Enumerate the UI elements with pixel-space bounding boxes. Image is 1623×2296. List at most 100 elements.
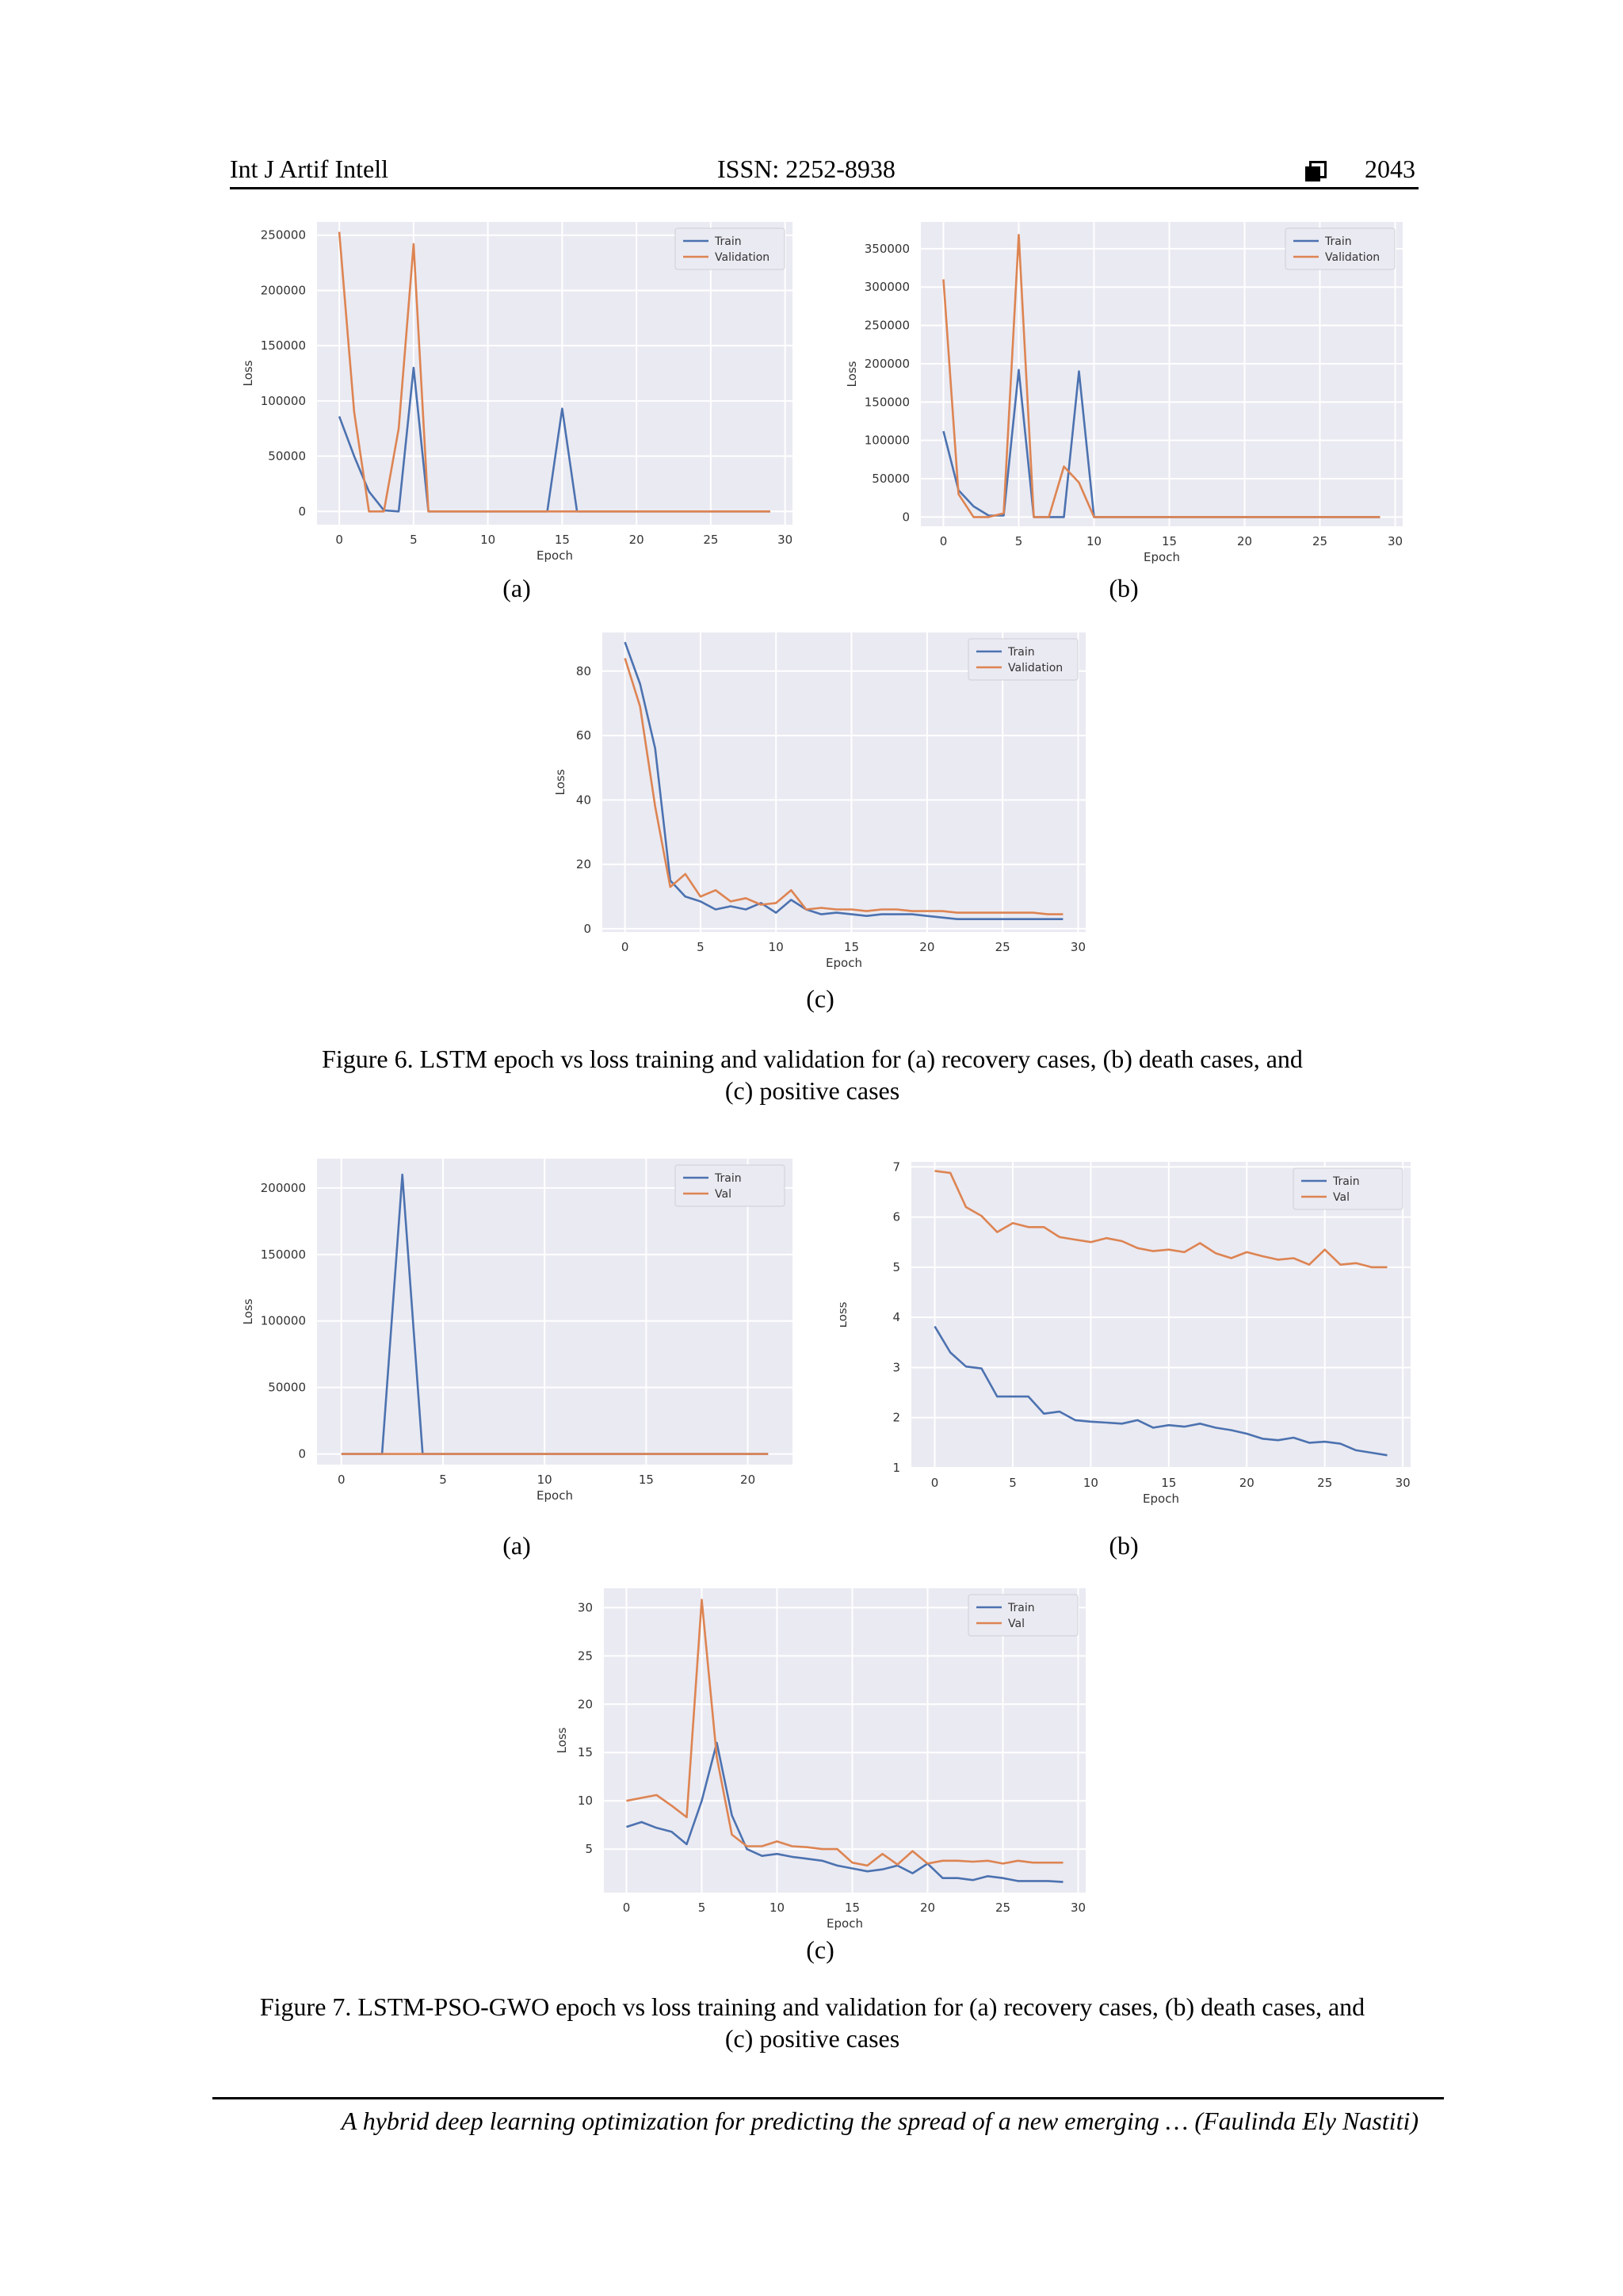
chart-fig7a: 0 5 10 15 20 0 50000 100000 150000 200000 Epoch Los… [238, 1159, 800, 1523]
footer-rule [212, 2097, 1444, 2099]
legend-box [674, 1164, 785, 1207]
series-line-train [934, 1325, 1388, 1457]
chart-fig6c: 0 5 10 15 20 25 30 0 20 40 60 80 Epoch Loss Train Valid… [555, 628, 1086, 976]
y-tick-label: 7 [892, 1162, 900, 1174]
plot-area [317, 1159, 792, 1465]
fig7-label-c: (c) [806, 1935, 834, 1964]
figure7-caption: Figure 7. LSTM-PSO-GWO epoch vs loss tra… [222, 1991, 1403, 2054]
figure6-caption: Figure 6. LSTM epoch vs loss training an… [222, 1043, 1403, 1106]
y-tick-label: 250000 [865, 319, 910, 333]
legend-box [1285, 227, 1396, 270]
x-tick-label: 30 [1396, 1476, 1411, 1490]
legend-box [674, 227, 785, 270]
x-tick-label: 5 [1015, 534, 1023, 548]
legend: Train Val [1293, 1167, 1403, 1210]
x-tick-label: 5 [410, 533, 418, 547]
fig6-label-a: (a) [502, 574, 531, 602]
chart-svg: 0 5 10 15 20 25 30 5 10 15 20 25 30 Epoch Loss Train Val [555, 1588, 1086, 1931]
figure7-caption-line2: (c) positive cases [724, 2024, 900, 2053]
legend-label: Validation [1008, 662, 1063, 674]
x-tick-label: 0 [940, 534, 948, 548]
y-tick-label: 100000 [865, 434, 910, 448]
running-footer: A hybrid deep learning optimization for … [341, 2107, 1419, 2135]
y-tick-label: 200000 [261, 1181, 306, 1195]
figure6-caption-line2: (c) positive cases [724, 1076, 900, 1105]
header-rule [230, 187, 1419, 189]
y-tick-label: 150000 [865, 395, 910, 409]
x-tick-label: 10 [769, 1901, 785, 1915]
x-tick-label: 10 [769, 940, 784, 954]
chart-svg: 0 5 10 15 20 0 50000 100000 150000 200000 Epoch Los… [241, 1159, 792, 1503]
issn: ISSN: 2252-8938 [717, 155, 896, 183]
y-tick-label: 50000 [268, 449, 306, 464]
y-tick-label: 80 [576, 664, 591, 678]
x-tick-label: 0 [623, 1901, 631, 1915]
x-tick-label: 5 [1009, 1476, 1017, 1490]
y-tick-label: 100000 [261, 394, 306, 408]
legend-box [1293, 1167, 1403, 1210]
y-axis-label: Loss [840, 1301, 850, 1328]
x-tick-label: 30 [777, 533, 792, 547]
x-tick-label: 5 [697, 940, 705, 954]
legend-label: Train [714, 235, 742, 248]
y-axis-label: Loss [555, 1727, 569, 1753]
legend-box [968, 638, 1079, 681]
chart-svg: 0 5 10 15 20 25 30 1 2 3 4 5 6 7 Epoch Loss Train Val [840, 1162, 1411, 1506]
chart-fig6a: 0 5 10 15 20 25 30 0 50000 100000 150000 200000 2500… [238, 216, 800, 572]
y-tick-label: 2 [892, 1411, 900, 1425]
legend: Train Validation [968, 638, 1079, 681]
legend-label: Train [1007, 1602, 1035, 1614]
x-tick-label: 20 [629, 533, 644, 547]
x-tick-label: 15 [1161, 1476, 1176, 1490]
y-tick-label: 200000 [865, 357, 910, 371]
y-tick-label: 150000 [261, 338, 306, 353]
y-tick-label: 20 [578, 1697, 593, 1711]
y-tick-label: 0 [583, 922, 591, 936]
y-tick-label: 200000 [261, 283, 306, 297]
legend: Train Val [968, 1594, 1079, 1637]
x-axis-label: Epoch [537, 1488, 573, 1503]
chart-fig7b: 0 5 10 15 20 25 30 1 2 3 4 5 6 7 Epoch Loss Train Val [840, 1162, 1411, 1526]
series-line-validation [942, 234, 1381, 518]
figure7-caption-line1: Figure 7. LSTM-PSO-GWO epoch vs loss tra… [259, 1992, 1365, 2021]
fig6-label-c: (c) [806, 984, 834, 1013]
y-axis-label: Loss [845, 361, 859, 387]
legend-box [968, 1594, 1079, 1637]
legend-label: Validation [1325, 251, 1380, 264]
x-axis-label: Epoch [1144, 550, 1180, 564]
y-tick-label: 3 [892, 1360, 900, 1374]
legend-label: Train [1324, 235, 1352, 248]
y-tick-label: 250000 [261, 228, 306, 243]
y-tick-label: 0 [298, 1447, 306, 1461]
figure6-caption-line1: Figure 6. LSTM epoch vs loss training an… [322, 1045, 1303, 1073]
series-line-validation [338, 231, 770, 513]
y-tick-label: 0 [902, 510, 910, 524]
x-tick-label: 25 [1317, 1476, 1332, 1490]
x-tick-label: 15 [1162, 534, 1177, 548]
y-tick-label: 50000 [872, 472, 910, 486]
x-tick-label: 15 [845, 1901, 860, 1915]
y-tick-label: 4 [892, 1310, 900, 1324]
x-tick-label: 10 [1086, 534, 1102, 548]
journal-name: Int J Artif Intell [230, 155, 388, 183]
y-tick-label: 5 [892, 1260, 900, 1274]
chart-svg: 0 5 10 15 20 25 30 0 50000 100000 150000 200000 2500… [241, 222, 792, 563]
x-tick-label: 0 [621, 940, 629, 954]
x-tick-label: 20 [1237, 534, 1252, 548]
legend: Train Validation [674, 227, 785, 270]
x-axis-label: Epoch [827, 1916, 863, 1931]
square-box-icon [1305, 160, 1327, 181]
x-tick-label: 25 [703, 533, 718, 547]
x-tick-label: 15 [555, 533, 570, 547]
x-tick-label: 15 [639, 1473, 654, 1487]
y-tick-label: 5 [585, 1842, 593, 1856]
legend-label: Val [715, 1188, 731, 1201]
legend: Train Validation [1285, 227, 1396, 270]
y-tick-label: 50000 [268, 1381, 306, 1395]
y-axis-label: Loss [241, 360, 255, 386]
plot-area [602, 632, 1086, 932]
x-tick-label: 5 [439, 1473, 447, 1487]
x-axis-label: Epoch [826, 956, 862, 970]
y-tick-label: 40 [576, 793, 591, 807]
y-tick-label: 25 [578, 1648, 593, 1663]
